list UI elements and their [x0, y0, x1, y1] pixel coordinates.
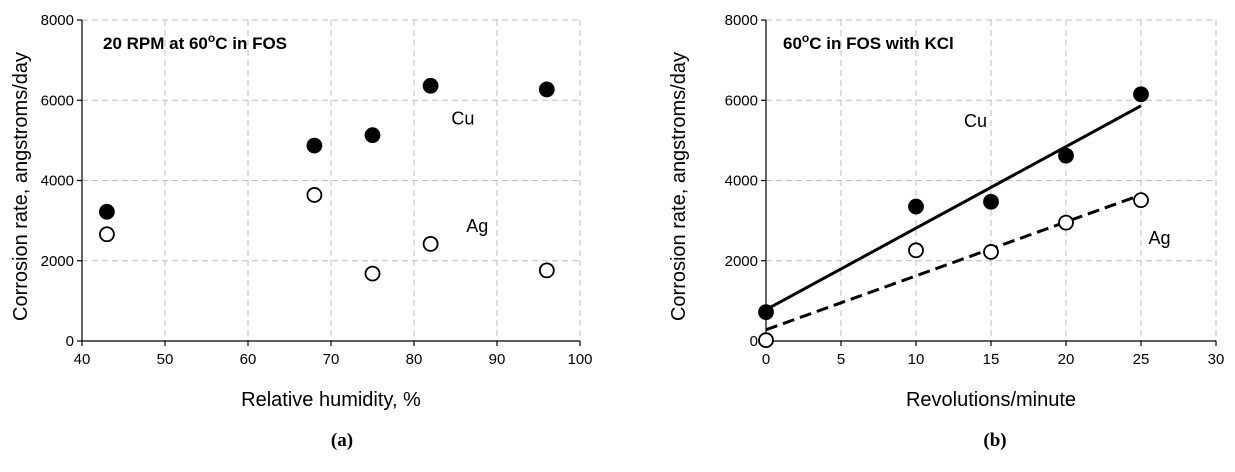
series-label-ag: Ag	[1149, 228, 1171, 248]
data-point-ag	[758, 332, 774, 349]
data-point-cu	[99, 203, 115, 220]
x-tick-label: 10	[908, 351, 925, 368]
y-tick-label: 4000	[725, 173, 758, 190]
data-point-ag	[1133, 192, 1149, 209]
series-label-cu: Cu	[964, 111, 987, 131]
data-point-ag	[422, 235, 439, 252]
data-point-cu	[1133, 86, 1149, 103]
x-tick-label: 20	[1058, 351, 1075, 368]
y-tick-label: 8000	[41, 12, 74, 29]
fit-line-ag	[765, 193, 1142, 332]
fit-line-cu	[765, 104, 1142, 312]
x-axis-title: Relative humidity, %	[241, 389, 421, 411]
data-point-ag	[908, 242, 924, 259]
y-tick-label: 6000	[725, 92, 758, 109]
x-axis-title: Revolutions/minute	[906, 389, 1076, 411]
x-tick-label: 60	[240, 351, 257, 368]
y-tick-label: 2000	[41, 253, 74, 270]
chart-panel-a: 40 50 60 70 80 90 100 0 2000 4000 6000 8000 Relative…	[10, 12, 593, 451]
data-point-cu	[983, 193, 999, 210]
x-tick-label: 15	[983, 351, 1000, 368]
data-point-cu	[908, 198, 924, 215]
data-point-ag	[983, 244, 999, 260]
data-point-cu	[364, 127, 381, 144]
panel-label: (a)	[331, 430, 353, 451]
x-tick-label: 50	[157, 351, 174, 368]
x-tick-label: 80	[406, 351, 423, 368]
x-tick-label: 25	[1133, 351, 1150, 368]
x-tick-label: 90	[489, 351, 506, 368]
chart-annotation: 20 RPM at 60oC in FOS	[103, 31, 287, 53]
data-point-cu	[422, 77, 439, 94]
series-label-cu: Cu	[451, 108, 474, 128]
data-point-ag	[364, 265, 381, 282]
y-tick-label: 6000	[41, 92, 74, 109]
data-point-ag	[538, 262, 555, 279]
x-tick-label: 30	[1208, 351, 1225, 368]
y-tick-label: 0	[66, 333, 74, 350]
data-point-cu	[306, 137, 323, 154]
data-point-cu	[538, 81, 555, 98]
data-point-cu	[758, 304, 774, 321]
y-tick-label: 8000	[725, 12, 758, 29]
chart-annotation: 60oC in FOS with KCl	[783, 31, 954, 53]
y-tick-label: 2000	[725, 253, 758, 270]
y-axis-title: Corrosion rate, angstroms/day	[668, 52, 690, 321]
x-tick-label: 70	[323, 351, 340, 368]
x-tick-label: 0	[762, 351, 770, 368]
x-tick-label: 40	[74, 351, 91, 368]
y-axis-title: Corrosion rate, angstroms/day	[10, 52, 32, 321]
y-tick-label: 4000	[41, 173, 74, 190]
y-tick-label: 0	[750, 333, 758, 350]
panel-label: (b)	[983, 430, 1006, 451]
data-point-cu	[1058, 147, 1074, 164]
series-label-ag: Ag	[466, 216, 488, 236]
x-tick-label: 100	[567, 351, 592, 368]
x-tick-label: 5	[837, 351, 845, 368]
data-point-ag	[306, 187, 323, 203]
data-point-ag	[99, 226, 115, 243]
chart-panel-b: 0 5 10 15 20 25 30 0 2000 4000 6000 8000 Revolutions…	[668, 12, 1224, 451]
data-point-ag	[1058, 214, 1074, 231]
